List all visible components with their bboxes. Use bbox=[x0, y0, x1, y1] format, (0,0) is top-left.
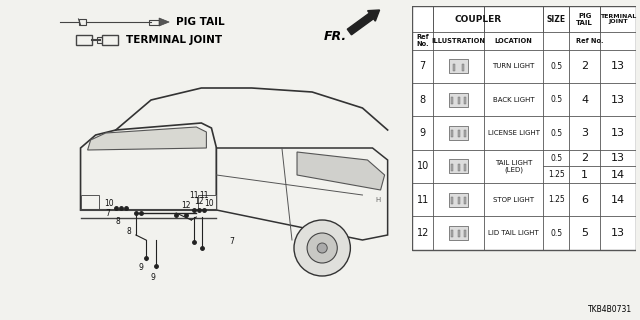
Bar bbox=[198, 195, 216, 210]
Text: 13: 13 bbox=[611, 61, 625, 71]
Text: 10: 10 bbox=[104, 199, 113, 209]
Bar bbox=[451, 97, 454, 104]
Text: 0.5: 0.5 bbox=[550, 228, 562, 237]
Bar bbox=[451, 164, 454, 171]
Bar bbox=[458, 230, 460, 237]
Circle shape bbox=[307, 233, 337, 263]
Text: 12: 12 bbox=[417, 228, 429, 238]
Text: 7: 7 bbox=[106, 209, 110, 218]
Text: PIG TAIL: PIG TAIL bbox=[176, 17, 225, 27]
Text: 8: 8 bbox=[127, 228, 131, 236]
Text: 13: 13 bbox=[611, 153, 625, 163]
Text: 14: 14 bbox=[611, 195, 625, 205]
Text: TKB4B0731: TKB4B0731 bbox=[588, 305, 632, 314]
Circle shape bbox=[294, 220, 350, 276]
Bar bbox=[464, 230, 466, 237]
Bar bbox=[79, 19, 86, 25]
Text: Ref
No.: Ref No. bbox=[417, 34, 429, 47]
Text: 13: 13 bbox=[611, 95, 625, 105]
Text: TURN LIGHT: TURN LIGHT bbox=[492, 63, 534, 69]
Bar bbox=[449, 193, 468, 207]
Text: LICENSE LIGHT: LICENSE LIGHT bbox=[488, 130, 540, 136]
Bar bbox=[458, 197, 460, 204]
Text: TERMINAL
JOINT: TERMINAL JOINT bbox=[600, 14, 636, 24]
Text: PIG
TAIL: PIG TAIL bbox=[576, 12, 593, 26]
Text: 10: 10 bbox=[205, 199, 214, 209]
Text: 0.5: 0.5 bbox=[550, 129, 562, 138]
Text: LID TAIL LIGHT: LID TAIL LIGHT bbox=[488, 230, 539, 236]
Text: 2: 2 bbox=[581, 61, 588, 71]
Text: 0.5: 0.5 bbox=[550, 95, 562, 104]
Text: 11: 11 bbox=[200, 191, 209, 201]
Text: 5: 5 bbox=[581, 228, 588, 238]
Text: STOP LIGHT: STOP LIGHT bbox=[493, 197, 534, 203]
Text: 9: 9 bbox=[420, 128, 426, 138]
Bar bbox=[451, 230, 454, 237]
Polygon shape bbox=[81, 123, 216, 210]
Bar bbox=[97, 37, 102, 43]
Text: 14: 14 bbox=[611, 170, 625, 180]
Text: 8: 8 bbox=[115, 218, 120, 227]
Bar bbox=[449, 159, 468, 173]
Text: COUPLER: COUPLER bbox=[454, 15, 501, 24]
Text: TAIL LIGHT
(LED): TAIL LIGHT (LED) bbox=[495, 160, 532, 173]
Text: H: H bbox=[375, 197, 380, 203]
Text: 11: 11 bbox=[417, 195, 429, 205]
Polygon shape bbox=[88, 127, 206, 150]
Text: Ref No.: Ref No. bbox=[576, 38, 604, 44]
Text: 13: 13 bbox=[611, 128, 625, 138]
Bar bbox=[81, 195, 99, 210]
Text: 7: 7 bbox=[420, 61, 426, 71]
Text: 3: 3 bbox=[581, 128, 588, 138]
Text: 1.25: 1.25 bbox=[548, 170, 564, 179]
Text: 12: 12 bbox=[195, 197, 204, 206]
Bar bbox=[449, 126, 468, 140]
Polygon shape bbox=[159, 18, 169, 26]
Polygon shape bbox=[216, 148, 388, 240]
Bar bbox=[149, 20, 159, 25]
Text: 4: 4 bbox=[581, 95, 588, 105]
FancyArrow shape bbox=[348, 10, 380, 35]
Bar bbox=[458, 97, 460, 104]
Bar bbox=[76, 35, 92, 45]
Bar bbox=[464, 130, 466, 137]
Bar bbox=[458, 164, 460, 171]
Bar bbox=[449, 93, 468, 107]
Bar bbox=[462, 63, 464, 70]
Text: 0.5: 0.5 bbox=[550, 62, 562, 71]
Bar bbox=[458, 130, 460, 137]
Polygon shape bbox=[297, 152, 385, 190]
Bar bbox=[453, 63, 455, 70]
Text: 2: 2 bbox=[581, 153, 588, 163]
Text: 9: 9 bbox=[150, 274, 156, 283]
Bar bbox=[451, 197, 454, 204]
Text: 11: 11 bbox=[189, 191, 199, 201]
Text: ILLUSTRATION: ILLUSTRATION bbox=[431, 38, 486, 44]
Text: 13: 13 bbox=[611, 228, 625, 238]
Text: 6: 6 bbox=[581, 195, 588, 205]
Bar bbox=[451, 130, 454, 137]
Text: FR.: FR. bbox=[324, 29, 348, 43]
Text: LOCATION: LOCATION bbox=[495, 38, 532, 44]
Text: 0.5: 0.5 bbox=[550, 154, 562, 163]
Text: 7: 7 bbox=[229, 237, 234, 246]
Text: 1: 1 bbox=[581, 170, 588, 180]
Text: 1.25: 1.25 bbox=[548, 195, 564, 204]
Bar bbox=[449, 226, 468, 240]
Bar bbox=[464, 197, 466, 204]
Text: 8: 8 bbox=[420, 95, 426, 105]
Circle shape bbox=[317, 243, 327, 253]
Text: 12: 12 bbox=[182, 201, 191, 210]
Bar bbox=[412, 6, 636, 250]
Bar bbox=[464, 164, 466, 171]
Bar bbox=[102, 35, 118, 45]
Bar bbox=[464, 97, 466, 104]
Text: BACK LIGHT: BACK LIGHT bbox=[493, 97, 534, 103]
Text: TERMINAL JOINT: TERMINAL JOINT bbox=[126, 35, 222, 45]
Text: SIZE: SIZE bbox=[547, 15, 566, 24]
Text: 10: 10 bbox=[417, 161, 429, 171]
Text: 9: 9 bbox=[138, 263, 143, 273]
Bar bbox=[449, 59, 468, 73]
